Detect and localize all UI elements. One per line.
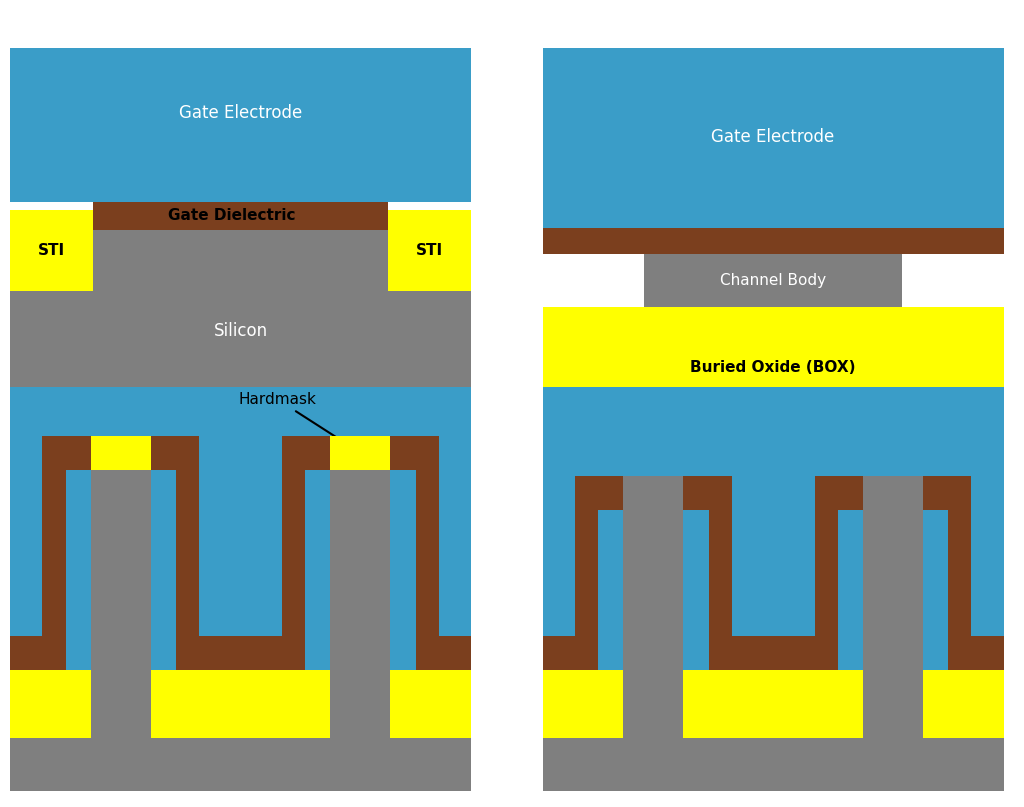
Text: Gate Electrode: Gate Electrode	[712, 128, 835, 146]
Bar	[10, 218, 471, 452]
Bar	[10, 210, 93, 291]
Bar	[543, 48, 1004, 228]
Bar	[543, 636, 1004, 670]
Bar	[543, 670, 1004, 738]
Bar	[93, 202, 388, 230]
Text: Bulk Planar: Bulk Planar	[164, 472, 317, 496]
Bar	[91, 436, 151, 470]
Bar	[10, 738, 471, 791]
Bar	[10, 670, 471, 738]
Bar	[543, 387, 1004, 636]
Text: Fin Body: Fin Body	[646, 551, 660, 611]
Text: Fin Body: Fin Body	[114, 539, 128, 599]
Bar	[91, 468, 151, 738]
Bar	[10, 48, 471, 202]
Bar	[331, 436, 390, 470]
Bar	[838, 511, 948, 670]
Bar	[10, 387, 471, 636]
Bar	[543, 228, 1004, 254]
Text: Gate Dielectric: Gate Dielectric	[168, 208, 295, 224]
Text: STI: STI	[38, 243, 66, 257]
Bar	[644, 254, 902, 307]
Bar	[305, 470, 416, 670]
Bar	[575, 476, 731, 670]
Bar	[598, 511, 709, 670]
Bar	[331, 468, 390, 738]
Bar	[283, 436, 439, 670]
Bar	[66, 470, 176, 670]
Bar	[543, 420, 1004, 452]
Bar	[43, 436, 199, 670]
Bar	[815, 476, 972, 670]
Bar	[624, 476, 683, 738]
Bar	[543, 307, 1004, 420]
Text: Buried Oxide (BOX): Buried Oxide (BOX)	[690, 360, 856, 374]
Text: STI: STI	[416, 243, 443, 257]
Text: FDSOI: FDSOI	[732, 472, 814, 496]
Text: Silicon: Silicon	[214, 322, 267, 340]
Text: Channel Body: Channel Body	[720, 273, 826, 288]
Bar	[543, 738, 1004, 791]
Bar	[388, 210, 471, 291]
Bar	[863, 476, 923, 738]
Text: Gate Electrode: Gate Electrode	[179, 104, 302, 122]
Bar	[10, 636, 471, 670]
Text: Hardmask: Hardmask	[239, 392, 356, 450]
